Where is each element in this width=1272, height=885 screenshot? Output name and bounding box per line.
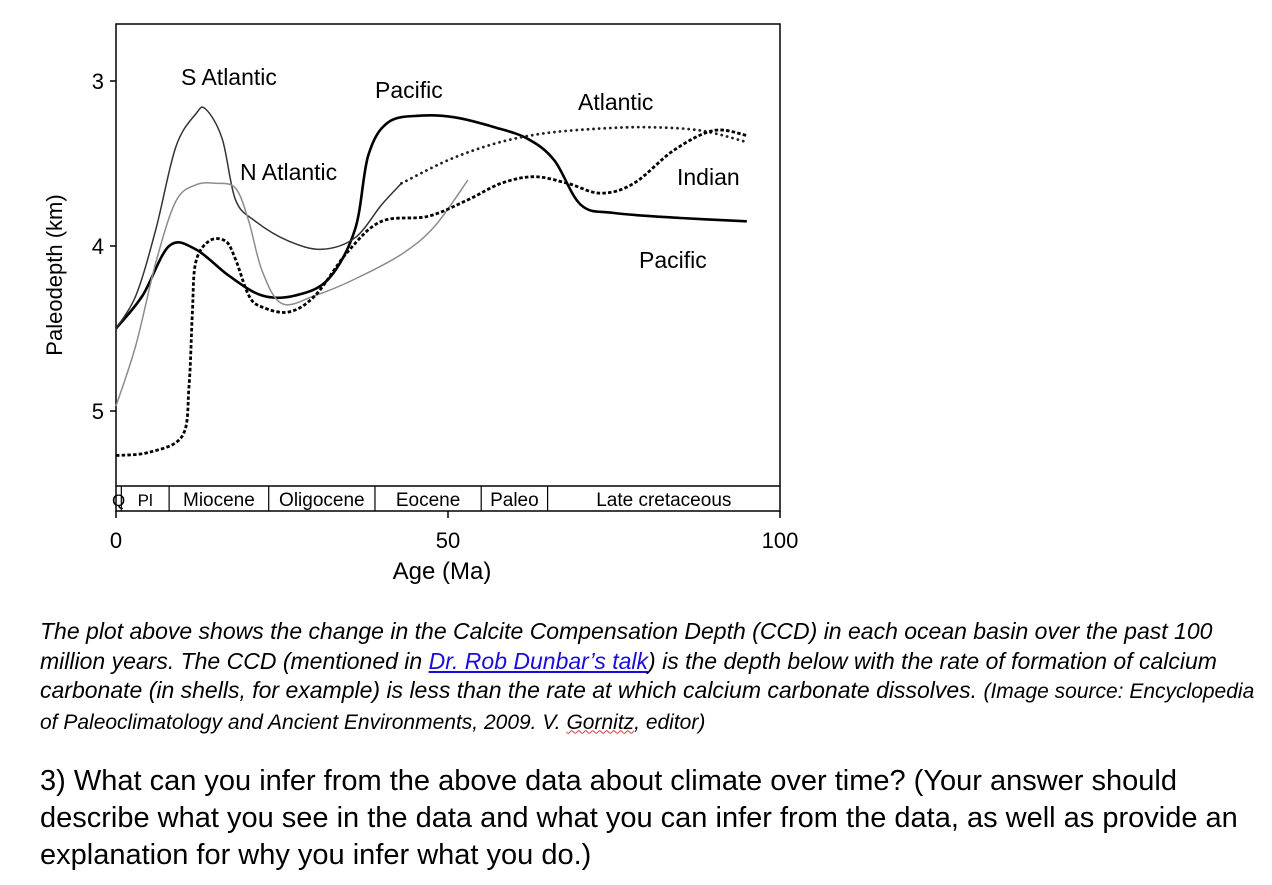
caption-text-1: The plot above shows the change in the C…: [40, 618, 1213, 674]
epoch-label: Eocene: [396, 490, 460, 511]
annotation-indian: Indian: [677, 164, 740, 190]
annotation-pacific-top: Pacific: [375, 77, 443, 103]
epoch-label: Pl: [138, 491, 153, 510]
spellcheck-word: Gornitz: [566, 710, 635, 734]
series-line-n-atlantic: [115, 179, 469, 407]
epoch-bar: Q Pl Miocene Oligocene Eocene Paleo Late creta…: [112, 485, 780, 511]
y-axis-label: Paleodepth (km): [42, 194, 67, 355]
epoch-label: Miocene: [183, 490, 255, 511]
annotation-n-atlantic: N Atlantic: [240, 159, 337, 185]
dunbar-talk-link[interactable]: Dr. Rob Dunbar’s talk: [428, 647, 649, 674]
y-tick-label: 4: [92, 234, 104, 259]
figure-caption: The plot above shows the change in the C…: [40, 617, 1260, 737]
epoch-label: Late cretaceous: [596, 490, 731, 511]
y-tick-label: 3: [92, 69, 104, 94]
series-line-atlantic: [400, 125, 749, 185]
caption-text-2: ) is the depth below with the rate of fo…: [40, 647, 1217, 704]
epoch-label: Q: [112, 491, 125, 510]
x-tick-label: 50: [436, 528, 460, 553]
series-lines: [114, 106, 749, 457]
image-source: (Image source: Encyclopedia of Paleoclim…: [40, 680, 1254, 734]
series-line-indian: [115, 128, 748, 457]
image-source-text-1: (Image source: Encyclopedia of Paleoclim…: [40, 680, 1255, 734]
y-tick-label: 5: [92, 399, 104, 424]
x-tick-label: 100: [762, 528, 799, 553]
series-line-s-atlantic: [115, 106, 403, 329]
epoch-label: Paleo: [490, 490, 539, 511]
question-3: 3) What can you infer from the above dat…: [40, 765, 1238, 871]
annotation-pacific-bottom: Pacific: [639, 247, 707, 273]
x-tick-label: 0: [110, 528, 122, 553]
image-source-text-2: , editor): [634, 710, 706, 734]
epoch-label: Oligocene: [279, 490, 365, 511]
series-line-pacific: [114, 113, 747, 330]
annotation-s-atlantic: S Atlantic: [181, 64, 277, 90]
x-axis-label: Age (Ma): [393, 558, 492, 585]
ccd-chart: Q Pl Miocene Oligocene Eocene Paleo Late creta…: [42, 23, 799, 585]
annotation-atlantic: Atlantic: [578, 89, 653, 115]
